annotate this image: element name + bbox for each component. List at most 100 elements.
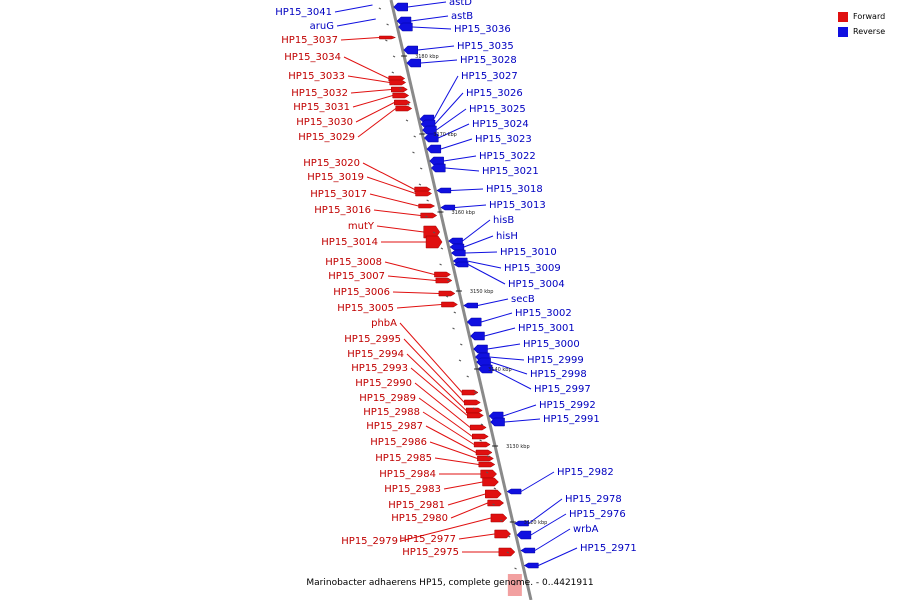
leader-line [490,361,528,375]
leader-line [399,322,463,393]
backbone-minor-tick [440,247,444,250]
reverse-gene-feature[interactable] [463,302,478,309]
forward-gene-feature[interactable] [478,461,496,468]
reverse-gene-feature[interactable] [449,243,465,251]
forward-gene-feature[interactable] [490,513,508,523]
leader-line [362,162,415,190]
forward-gene-feature[interactable] [475,449,493,456]
forward-gene-feature[interactable] [392,92,410,99]
forward-gene-label: HP15_2989 [359,393,416,404]
forward-gene-label: HP15_2995 [344,334,401,345]
forward-gene-feature[interactable] [395,105,413,112]
forward-gene-feature[interactable] [434,271,451,278]
reverse-gene-feature[interactable] [436,187,452,194]
leader-line [450,188,484,191]
forward-gene-feature[interactable] [391,86,408,93]
leader-line [410,15,449,22]
forward-gene-label: HP15_2983 [384,484,441,495]
forward-gene-label: HP15_3031 [293,102,350,113]
forward-gene-feature[interactable] [379,35,397,40]
leader-line [440,138,473,150]
backbone-minor-tick [386,23,389,26]
reverse-gene-feature[interactable] [393,2,408,12]
reverse-gene-feature[interactable] [440,204,456,211]
leader-line [462,219,491,242]
reverse-gene-feature[interactable] [448,237,463,245]
forward-gene-feature[interactable] [464,399,481,406]
reverse-gene-feature[interactable] [514,520,529,527]
forward-gene-feature[interactable] [441,301,458,308]
leader-line [484,327,516,337]
reverse-gene-feature[interactable] [470,331,485,341]
reverse-gene-label: HP15_2976 [569,509,626,520]
forward-gene-feature[interactable] [485,489,502,499]
forward-gene-feature[interactable] [423,225,441,239]
legend-forward-label: Forward [853,12,886,21]
reverse-gene-label: HP15_3028 [460,55,517,66]
forward-gene-label: HP15_3014 [321,237,378,248]
reverse-gene-label: HP15_2978 [565,494,622,505]
forward-gene-feature[interactable] [425,235,443,249]
forward-gene-feature[interactable] [469,424,487,431]
forward-gene-label: HP15_2975 [402,547,459,558]
forward-gene-feature[interactable] [438,290,456,297]
reverse-gene-feature[interactable] [490,417,505,427]
forward-gene-feature[interactable] [461,389,479,396]
reverse-gene-feature[interactable] [516,530,532,540]
forward-gene-feature[interactable] [494,529,512,539]
forward-gene-label: HP15_2990 [355,378,412,389]
reverse-gene-feature[interactable] [398,22,413,32]
forward-gene-feature[interactable] [420,212,438,219]
forward-gene-feature[interactable] [394,99,411,106]
leader-line [369,193,419,207]
reverse-gene-feature[interactable] [473,344,488,354]
backbone-minor-tick [472,407,476,410]
forward-gene-feature[interactable] [473,441,491,448]
forward-gene-label: HP15_2988 [363,407,420,418]
reverse-swatch [838,26,848,37]
reverse-gene-feature[interactable] [453,261,469,268]
backbone-minor-tick [487,455,490,458]
reverse-gene-feature[interactable] [466,317,482,327]
reverse-gene-feature[interactable] [403,45,418,55]
scale-ticks: 3180 kbp 3170 kbp 3160 kbp 3150 kbp 3140 kbp… [378,7,547,586]
leader-line [477,298,509,306]
backbone-minor-tick [480,423,484,426]
backbone-minor-tick [460,343,463,346]
forward-gene-feature[interactable] [472,433,489,440]
leader-line [458,533,495,540]
forward-gene-feature[interactable] [467,412,484,419]
reverse-gene-label: HP15_2997 [534,384,591,395]
backbone-minor-tick [407,103,410,106]
forward-gene-feature[interactable] [389,79,407,86]
leader-line [407,1,447,8]
forward-gene-label: HP15_2986 [370,437,427,448]
reverse-gene-feature[interactable] [406,58,422,68]
reverse-gene-feature[interactable] [523,562,539,569]
leader-line [414,382,471,428]
reverse-gene-feature[interactable] [430,163,446,173]
forward-gene-label: HP15_3019 [307,172,364,183]
reverse-gene-feature[interactable] [450,249,466,257]
reverse-gene-feature[interactable] [520,547,536,554]
leader-line [422,411,475,445]
reverse-gene-feature[interactable] [477,364,493,374]
reverse-gene-label: HP15_2992 [539,400,596,411]
reverse-gene-feature[interactable] [426,144,442,154]
forward-gene-feature[interactable] [415,190,433,197]
forward-gene-feature[interactable] [487,499,505,507]
backbone-minor-tick [418,183,422,186]
forward-gene-feature[interactable] [418,203,436,209]
reverse-gene-label: HP15_3026 [466,88,523,99]
forward-gene-label: HP15_2993 [351,363,408,374]
leader-line [443,481,483,490]
forward-gene-feature[interactable] [435,277,453,284]
reverse-gene-feature[interactable] [423,133,439,143]
forward-gene-feature[interactable] [465,407,483,414]
leader-line [429,441,478,459]
gene-labels: HP15_3037 HP15_3034 HP15_3033 HP15_3032 HP15… [275,0,636,558]
forward-gene-feature[interactable] [480,469,498,479]
reverse-gene-feature[interactable] [506,488,522,495]
forward-gene-feature[interactable] [482,477,499,487]
forward-gene-feature[interactable] [477,455,494,462]
